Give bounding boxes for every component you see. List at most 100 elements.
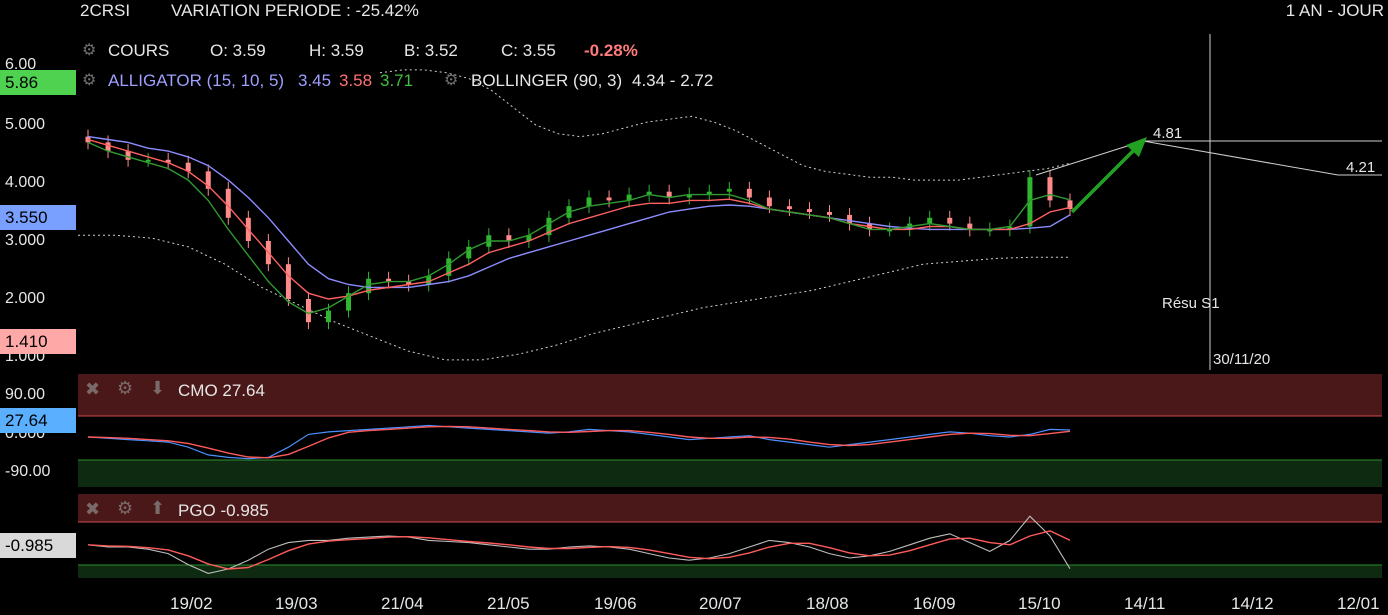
candle-body: [806, 209, 812, 212]
price-tick: 4.000: [5, 174, 46, 191]
close-icon[interactable]: ✖: [85, 499, 101, 519]
candle-body: [205, 171, 211, 189]
candle-body: [586, 197, 592, 207]
projection-high-label: 4.81: [1153, 125, 1183, 142]
pgo-lower-zone: [78, 565, 1382, 578]
cmo-signal-line: [87, 425, 1071, 459]
candle-body: [185, 162, 191, 172]
candle-body: [325, 310, 331, 323]
close-value: C: 3.55: [501, 41, 556, 60]
x-tick: 21/05: [487, 594, 530, 613]
bollinger-lower-band: [78, 234, 1070, 361]
open-value: O: 3.59: [210, 41, 266, 60]
x-tick: 15/10: [1018, 594, 1061, 613]
gear-icon[interactable]: ⚙: [117, 378, 134, 398]
cmo-value-marker: 27.64: [0, 408, 76, 433]
price-tick: 6.00: [5, 56, 37, 73]
candle-body: [726, 188, 732, 192]
gear-icon[interactable]: ⚙: [117, 498, 134, 518]
candle-body: [746, 188, 752, 198]
x-tick: 21/04: [381, 594, 424, 613]
projection-start-line: [1035, 140, 1144, 176]
candle-body: [927, 217, 933, 224]
bollinger-upper-band: [379, 69, 1071, 181]
pgo-panel-header: [78, 494, 1382, 522]
high-price-marker: 5.86: [0, 70, 76, 95]
candle-body: [827, 212, 833, 215]
projection-low-label: 4.21: [1346, 159, 1376, 176]
gear-icon[interactable]: ⚙: [82, 72, 97, 89]
candle-body: [987, 229, 993, 232]
alligator-jaw-line: [87, 135, 1071, 289]
candle-body: [426, 275, 432, 285]
candle-body: [606, 197, 612, 201]
pgo-title: PGO -0.985: [178, 501, 269, 520]
x-tick: 19/03: [275, 594, 318, 613]
candle-body: [526, 235, 532, 241]
candle-body: [1067, 200, 1073, 210]
pgo-value-marker: -0.985: [0, 533, 76, 558]
candle-body: [626, 194, 632, 201]
candle-body: [346, 293, 352, 311]
price-tick: 5.000: [5, 116, 46, 133]
x-tick: 19/06: [594, 594, 637, 613]
low-price-marker: 1.410: [0, 329, 76, 354]
projection-arrow-head: [1126, 137, 1147, 157]
pgo-line: [87, 515, 1071, 574]
candle-body: [1047, 177, 1053, 201]
candle-body: [506, 235, 512, 241]
result-label: Résu S1: [1162, 295, 1220, 312]
x-tick: 14/11: [1124, 594, 1166, 613]
candle-body: [305, 299, 311, 323]
candle-body: [786, 206, 792, 210]
x-tick: 14/12: [1231, 594, 1274, 613]
period-selector[interactable]: 1 AN - JOUR: [1285, 1, 1384, 20]
gear-icon[interactable]: ⚙: [82, 42, 97, 59]
alligator-value-2: 3.58: [339, 71, 373, 90]
bollinger-values: 4.34 - 2.72: [632, 71, 714, 90]
arrow-up-icon[interactable]: ⬆: [150, 498, 166, 518]
candle-body: [546, 217, 552, 236]
price-tick: 3.000: [5, 232, 46, 249]
last-price-marker: 3.550: [0, 205, 76, 230]
x-tick: 12/01: [1337, 594, 1380, 613]
variation-label: VARIATION PERIODE : -25.42%: [171, 1, 419, 20]
cmo-line: [87, 424, 1071, 460]
candle-body: [967, 223, 973, 230]
candle-body: [686, 194, 692, 198]
x-tick: 16/09: [913, 594, 956, 613]
cmo-tick: 90.00: [5, 386, 46, 403]
projection-slope-line: [1142, 140, 1339, 176]
gear-icon[interactable]: ⚙: [444, 72, 459, 89]
x-tick: 19/02: [170, 594, 213, 613]
alligator-label: ALLIGATOR (15, 10, 5): [108, 71, 285, 90]
low-value: B: 3.52: [404, 41, 458, 60]
change-percent: -0.28%: [584, 41, 638, 60]
pgo-signal-line: [87, 530, 1071, 570]
candle-body: [666, 191, 672, 198]
arrow-down-icon[interactable]: ⬇: [150, 378, 166, 398]
candle-body: [766, 197, 772, 207]
candle-body: [947, 217, 953, 224]
alligator-lips-line: [87, 141, 1071, 315]
candle-body: [125, 151, 131, 160]
candle-body: [466, 246, 472, 259]
candle-body: [646, 191, 652, 195]
candle-body: [706, 191, 712, 195]
cmo-tick: -90.00: [5, 463, 51, 480]
x-tick: 18/08: [806, 594, 849, 613]
candle-body: [446, 258, 452, 276]
crosshair-date-label: 30/11/20: [1213, 351, 1271, 368]
cmo-oversold-zone: [78, 460, 1382, 487]
close-icon[interactable]: ✖: [85, 379, 101, 399]
candle-body: [887, 229, 893, 232]
cmo-panel-header: [78, 374, 1382, 416]
candle-body: [1007, 226, 1013, 230]
alligator-teeth-line: [87, 138, 1071, 300]
price-tick: 2.000: [5, 290, 46, 307]
cmo-title: CMO 27.64: [178, 381, 265, 400]
candle-body: [406, 281, 412, 285]
candle-body: [386, 278, 392, 282]
candle-body: [105, 142, 111, 152]
